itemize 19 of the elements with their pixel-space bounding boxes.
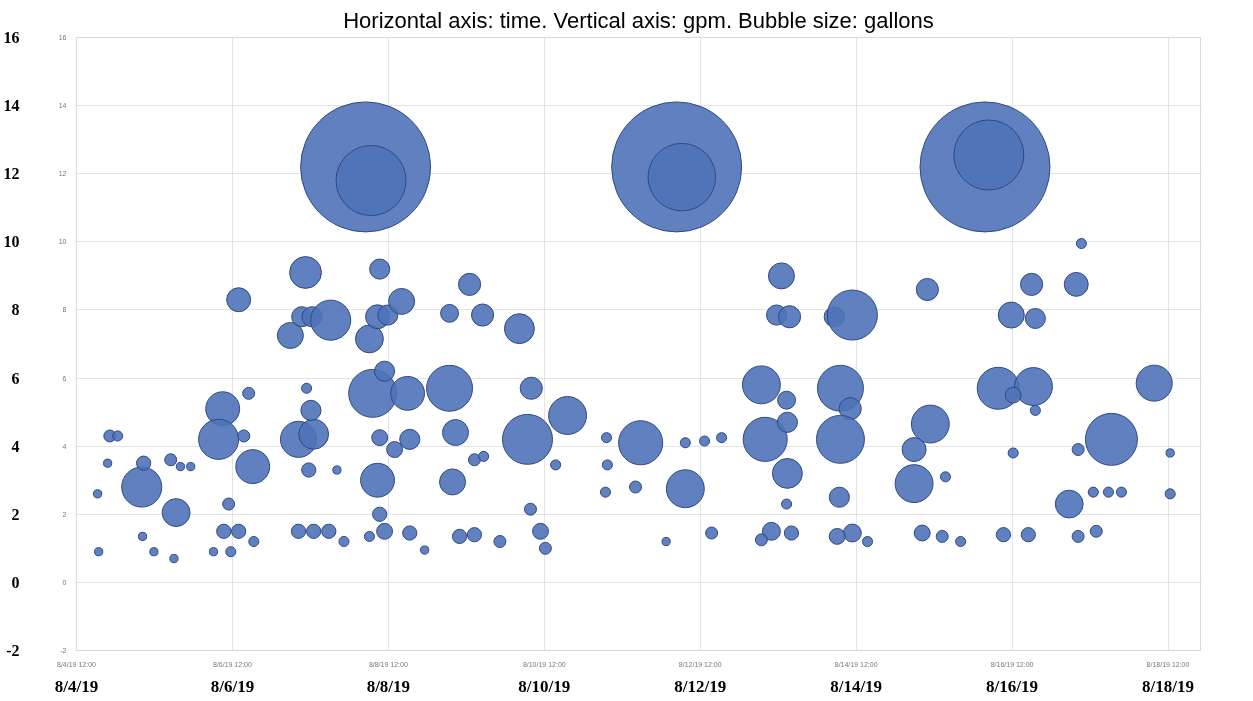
y-tick-label: 0	[11, 573, 20, 591]
y-tick-label: 6	[11, 369, 20, 387]
x2-tick-label: 8/8/19	[366, 676, 411, 696]
y-tick-label: 14	[3, 97, 20, 115]
x2-tick-label: 8/14/19	[830, 676, 883, 696]
y-tick-label: -2	[6, 642, 20, 659]
y-tick-label: 16	[3, 29, 20, 46]
x2-tick-label: 8/16/19	[986, 676, 1039, 696]
x2-tick-label: 8/6/19	[210, 676, 255, 696]
y-tick-label: 4	[11, 437, 20, 455]
x2-tick-label: 8/18/19	[1142, 676, 1194, 696]
y-tick-label: 12	[3, 165, 20, 183]
y-tick-label: 8	[11, 301, 20, 319]
x2-tick-label: 8/12/19	[674, 676, 727, 696]
chart-title: Horizontal axis: time. Vertical axis: gpm. Bubble size: gallons	[343, 7, 934, 33]
x2-tick-label: 8/4/19	[54, 676, 99, 696]
y-tick-label: 10	[3, 233, 20, 251]
y-tick-label: 2	[11, 505, 20, 523]
x2-tick-label: 8/10/19	[518, 676, 571, 696]
